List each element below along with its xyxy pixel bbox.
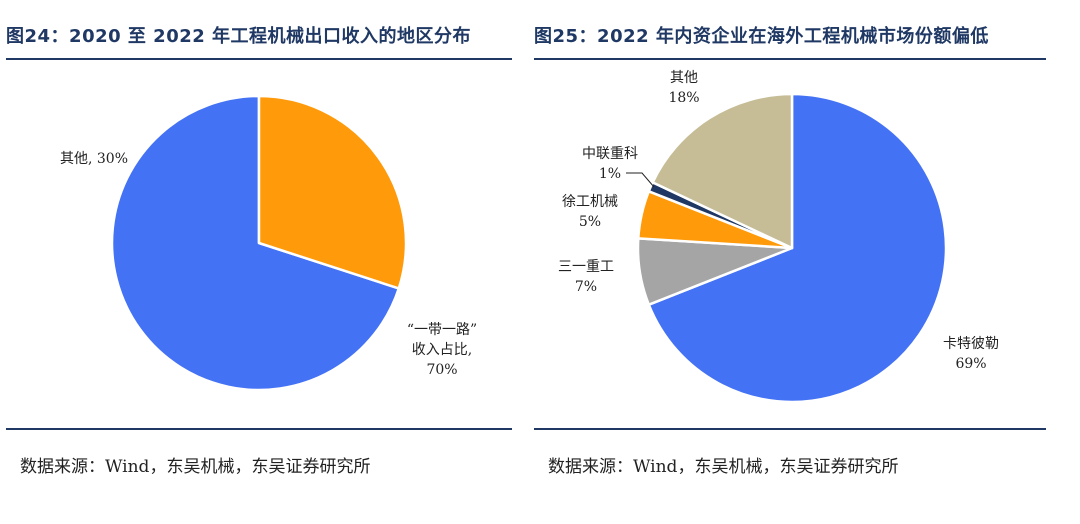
figure-25-panel: 图25：2022 年内资企业在海外工程机械市场份额偏低 卡特彼勒 69% 三一重工 7… [534,0,1046,524]
figure-25-bottom-rule [534,428,1046,430]
figure-24-panel: 图24：2020 至 2022 年工程机械出口收入的地区分布 “一带一路”收入占… [6,0,512,524]
pie-slice-1-0 [647,92,948,404]
figure-24-source: 数据来源：Wind，东吴机械，东吴证券研究所 [20,457,371,477]
slice-label-1-2: 徐工机械 5% [562,194,618,230]
figure-25-title: 图25：2022 年内资企业在海外工程机械市场份额偏低 [534,26,989,47]
slice-label-1-4: 其他 18% [668,70,699,106]
pie-slice-1-4 [651,92,794,250]
slice-label-0-1: 其他, 30% [60,151,128,167]
slice-label-0-0: “一带一路”收入占比, 70% [407,322,477,378]
leader-line-1-3 [626,172,655,188]
slice-label-1-1: 三一重工 7% [558,259,614,295]
pie-slice-0-1 [257,94,408,290]
slice-label-1-0: 卡特彼勒 69% [943,336,999,372]
figure-24-bottom-rule [6,428,512,430]
pie-slice-0-0 [110,94,401,392]
figure-25-pie-chart: 卡特彼勒 69% 三一重工 7% 徐工机械 5% 中联重科 1% 其他 18% [558,70,999,404]
slice-label-1-3: 中联重科 1% [582,146,638,182]
figure-25-source: 数据来源：Wind，东吴机械，东吴证券研究所 [548,457,899,477]
figure-24-pie-chart: “一带一路”收入占比, 70% 其他, 30% [60,94,477,392]
figure-24-title: 图24：2020 至 2022 年工程机械出口收入的地区分布 [6,26,472,47]
figure-24-top-rule [6,58,512,60]
figure-25-top-rule [534,58,1046,60]
